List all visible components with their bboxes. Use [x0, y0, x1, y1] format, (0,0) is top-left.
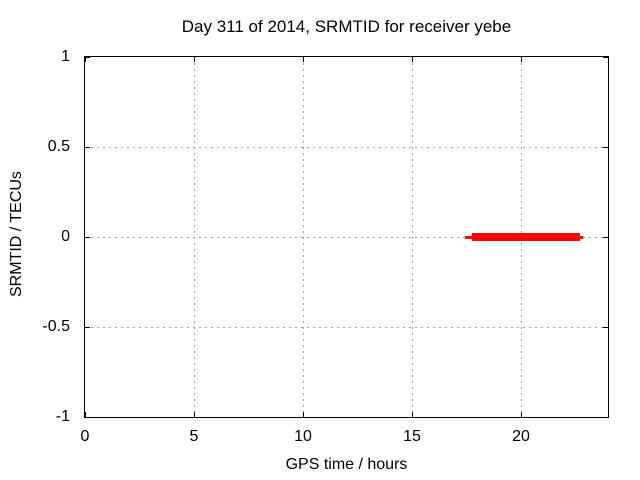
x-tick-mark-bottom [85, 412, 86, 417]
y-tick-mark-left [85, 237, 90, 238]
y-tick-mark-left [85, 327, 90, 328]
y-tick-mark-left [85, 57, 90, 58]
y-tick-mark-right [603, 237, 608, 238]
x-tick-mark-top [85, 57, 86, 62]
data-series-srmtid-segment [580, 235, 584, 239]
x-tick-mark-top [194, 57, 195, 62]
x-tick-label: 20 [512, 428, 530, 445]
y-tick-mark-right [603, 57, 608, 58]
x-tick-mark-top [521, 57, 522, 62]
x-tick-mark-bottom [412, 412, 413, 417]
x-tick-mark-bottom [194, 412, 195, 417]
data-series-srmtid-segment [471, 233, 581, 241]
x-tick-label: 0 [80, 428, 90, 445]
gridline-horizontal-y-0.5 [85, 327, 608, 328]
y-tick-label: 0 [61, 228, 70, 245]
y-tick-label: 1 [61, 48, 70, 65]
gridline-horizontal-y0 [85, 237, 608, 238]
plot-area [84, 56, 609, 418]
x-tick-mark-top [303, 57, 304, 62]
x-tick-label: 5 [189, 428, 199, 445]
y-tick-label: 0.5 [47, 138, 70, 155]
x-axis-label: GPS time / hours [285, 456, 408, 473]
y-tick-mark-right [603, 327, 608, 328]
y-tick-label: -1 [55, 408, 70, 425]
y-tick-mark-left [85, 147, 90, 148]
x-tick-mark-bottom [303, 412, 304, 417]
data-series-srmtid-segment [465, 235, 472, 239]
chart-title: Day 311 of 2014, SRMTID for receiver yeb… [181, 17, 512, 36]
x-tick-label: 10 [294, 428, 312, 445]
gridline-horizontal-y0.5 [85, 147, 608, 148]
y-tick-mark-right [603, 147, 608, 148]
y-tick-mark-right [603, 417, 608, 418]
y-tick-mark-left [85, 417, 90, 418]
x-tick-mark-bottom [521, 412, 522, 417]
x-tick-label: 15 [403, 428, 421, 445]
y-tick-label: -0.5 [42, 318, 70, 335]
x-tick-mark-top [412, 57, 413, 62]
